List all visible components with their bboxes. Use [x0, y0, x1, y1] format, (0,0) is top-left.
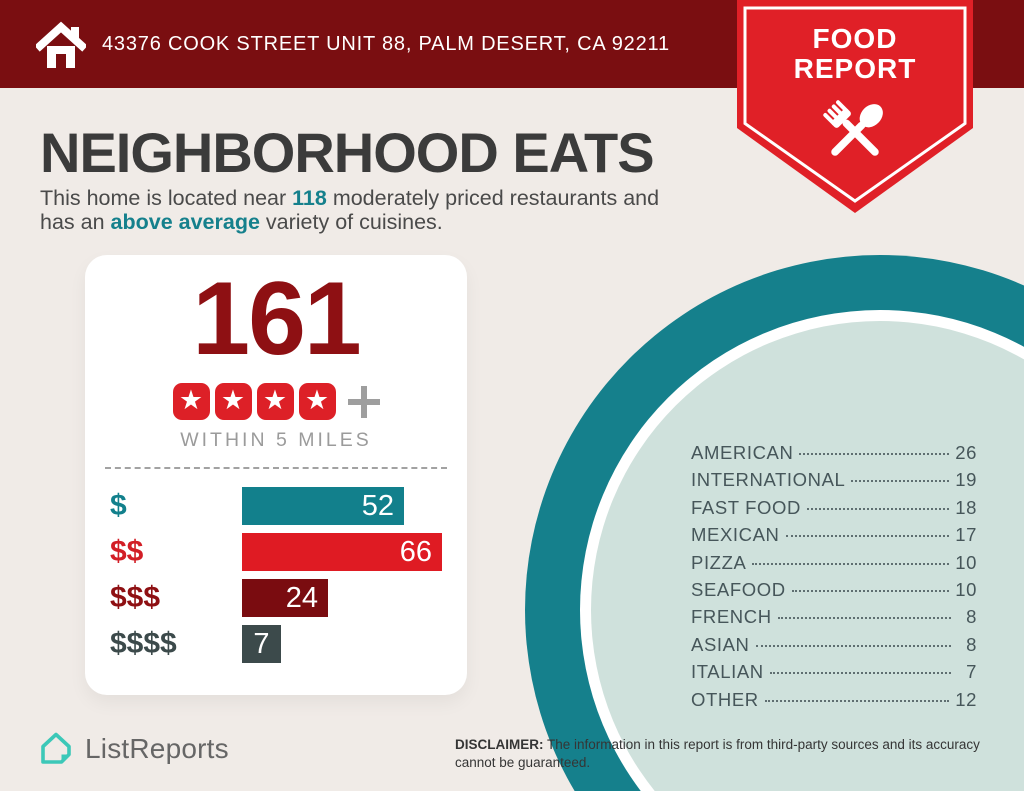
dotted-leader	[777, 617, 951, 620]
list-item: AMERICAN 26	[691, 442, 977, 469]
category-label: PIZZA	[691, 551, 747, 573]
category-value: 12	[955, 688, 977, 710]
category-value: 18	[955, 496, 977, 518]
spoon-fork-icon	[823, 100, 883, 156]
bar-row: $$$$ 7	[85, 625, 467, 663]
dotted-leader	[806, 507, 950, 510]
list-item: ITALIAN 7	[691, 661, 977, 688]
category-value: 26	[955, 442, 977, 463]
category-label: INTERNATIONAL	[691, 469, 846, 491]
dotted-leader	[769, 672, 951, 675]
list-item: FAST FOOD 18	[691, 497, 977, 524]
star-icon: ★	[214, 383, 252, 420]
star-icon: ★	[256, 383, 294, 420]
category-label: FRENCH	[691, 606, 772, 628]
ribbon-banner-shape	[737, 0, 973, 213]
listreports-logo: ListReports	[36, 729, 229, 769]
price-tier-label: $$	[110, 535, 144, 568]
dotted-leader	[755, 644, 951, 647]
disclaimer-label: DISCLAIMER:	[455, 737, 544, 752]
dotted-leader	[799, 453, 950, 455]
category-label: SEAFOOD	[691, 578, 786, 600]
disclaimer-text: The information in this report is from t…	[455, 737, 980, 770]
home-icon	[36, 21, 86, 68]
list-item: MEXICAN 17	[691, 524, 977, 551]
category-label: AMERICAN	[691, 442, 794, 463]
restaurant-count: 118	[292, 186, 327, 210]
variety-highlight: above average	[110, 210, 260, 234]
list-item: SEAFOOD 10	[691, 579, 977, 606]
bar-row: $$$ 24	[85, 579, 467, 617]
category-label: ASIAN	[691, 633, 750, 655]
dotted-leader	[785, 535, 950, 538]
bar: 52	[242, 487, 404, 525]
total-restaurants: 161	[192, 261, 362, 377]
listreports-house-icon	[41, 732, 71, 764]
category-label: ITALIAN	[691, 661, 764, 683]
list-item: FRENCH 8	[691, 606, 977, 633]
category-value: 10	[955, 551, 977, 573]
bar-value: 24	[285, 581, 318, 614]
category-value: 10	[955, 578, 977, 600]
bar-value: 7	[253, 627, 270, 660]
rating-stars: ★ ★ ★ ★	[85, 383, 467, 420]
category-value: 8	[966, 633, 977, 655]
list-item: ASIAN 8	[691, 634, 977, 661]
star-icon: ★	[298, 383, 336, 420]
dotted-leader	[764, 699, 950, 702]
page-title: NEIGHBORHOOD EATS	[40, 121, 655, 184]
list-item: PIZZA 10	[691, 552, 977, 579]
bar: 7	[242, 625, 281, 663]
intro-line2-post: variety of cuisines.	[259, 210, 443, 234]
food-report-ribbon: FOOD REPORT	[737, 0, 973, 220]
star-icon: ★	[172, 383, 210, 420]
category-value: 8	[966, 606, 977, 628]
category-list: AMERICAN 26 INTERNATIONAL 19 FAST FOOD 18 M…	[691, 442, 977, 716]
restaurant-stat-card: 161 ★ ★ ★ ★ WITHIN 5 MILES $ 52 $$ 66 $$…	[85, 255, 467, 695]
list-item: INTERNATIONAL 19	[691, 469, 977, 496]
category-label: MEXICAN	[691, 524, 780, 546]
category-value: 19	[955, 469, 977, 491]
price-tier-label: $	[110, 489, 127, 522]
price-tier-label: $$$$	[110, 627, 177, 660]
bar: 66	[242, 533, 442, 571]
category-value: 7	[966, 661, 977, 683]
bar-row: $$ 66	[85, 533, 467, 571]
ribbon-title-line1: FOOD	[812, 23, 898, 54]
category-label: FAST FOOD	[691, 496, 801, 518]
property-address: 43376 COOK STREET UNIT 88, PALM DESERT, …	[102, 32, 670, 55]
bar-row: $ 52	[85, 487, 467, 525]
bar-value: 66	[399, 535, 432, 568]
plus-icon	[347, 385, 380, 418]
category-label: OTHER	[691, 688, 759, 710]
intro-line2-pre: has an	[40, 210, 111, 234]
disclaimer: DISCLAIMER: The information in this repo…	[455, 736, 1000, 771]
dotted-leader	[851, 480, 950, 483]
bar-value: 52	[361, 489, 394, 522]
divider	[105, 467, 447, 469]
list-item: OTHER 12	[691, 689, 977, 716]
category-value: 17	[955, 524, 977, 546]
bar: 24	[242, 579, 328, 617]
price-tier-label: $$$	[110, 581, 161, 614]
brand-name: ListReports	[85, 733, 229, 764]
intro-text: This home is located near 118 moderately…	[40, 186, 740, 234]
ribbon-title-line2: REPORT	[793, 53, 917, 84]
dotted-leader	[791, 589, 950, 592]
intro-line1-post: moderately priced restaurants and	[326, 186, 660, 210]
intro-line1-pre: This home is located near	[40, 186, 293, 210]
radius-label: WITHIN 5 MILES	[180, 429, 372, 451]
price-tier-bar-chart: $ 52 $$ 66 $$$ 24 $$$$ 7	[85, 487, 467, 671]
dotted-leader	[752, 562, 950, 565]
